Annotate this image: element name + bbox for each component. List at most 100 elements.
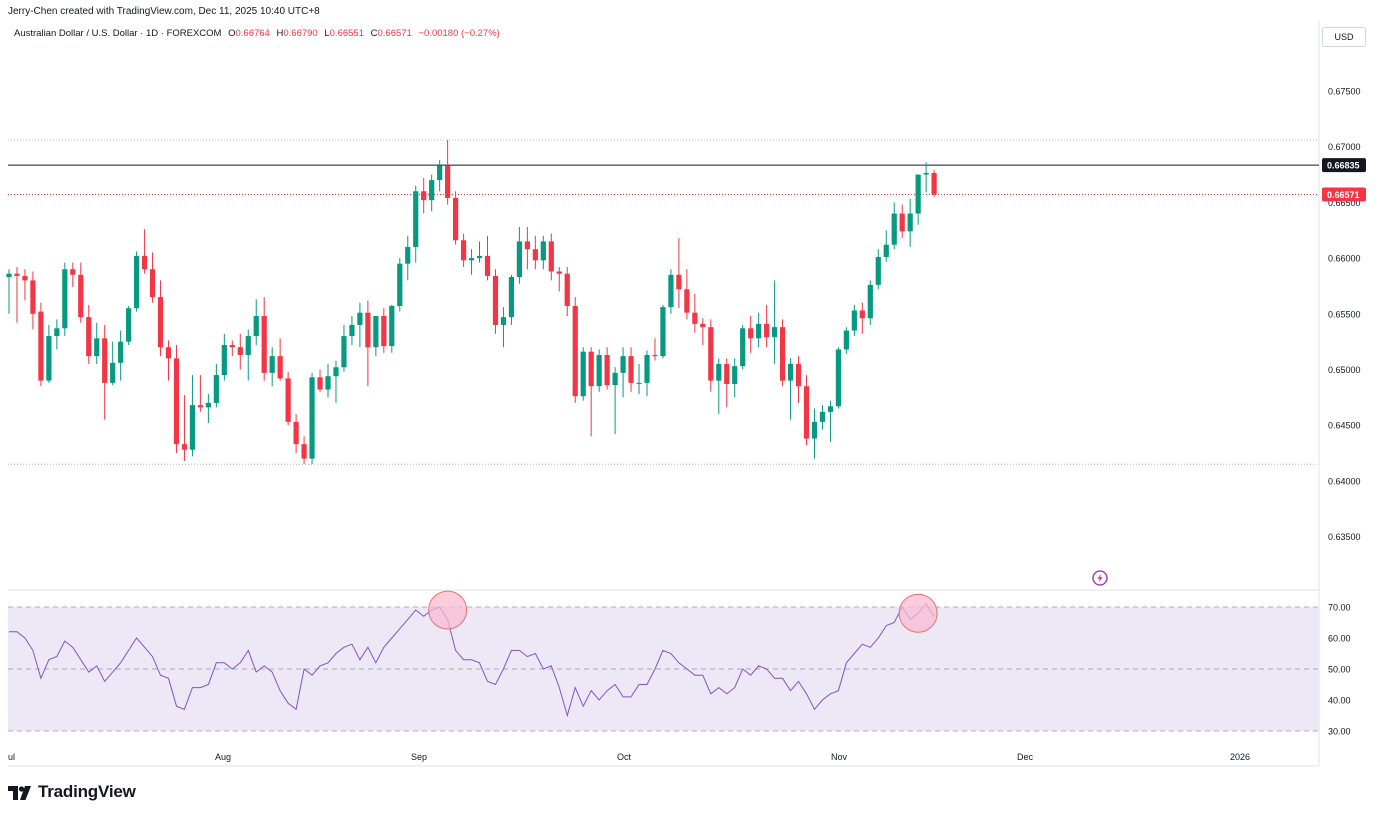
candle[interactable] [915, 174, 921, 225]
candle[interactable] [732, 358, 738, 398]
candle[interactable] [429, 174, 435, 212]
candle[interactable] [205, 394, 211, 423]
candle[interactable] [508, 274, 515, 325]
candle[interactable] [668, 269, 674, 314]
candle[interactable] [46, 324, 52, 383]
candle[interactable] [779, 319, 786, 387]
candle[interactable] [867, 280, 873, 325]
candle[interactable] [341, 324, 347, 372]
candle[interactable] [261, 297, 267, 381]
candle[interactable] [437, 160, 443, 192]
candle[interactable] [221, 333, 227, 381]
candle[interactable] [692, 293, 698, 333]
candle[interactable] [740, 324, 746, 370]
candle[interactable] [756, 312, 762, 348]
candle[interactable] [899, 204, 905, 239]
candle[interactable] [229, 340, 235, 357]
candle[interactable] [923, 162, 929, 193]
candle[interactable] [149, 252, 156, 303]
candle[interactable] [516, 226, 522, 284]
candle[interactable] [389, 304, 395, 353]
candle[interactable] [811, 408, 818, 459]
rsi-line[interactable] [9, 603, 935, 718]
candle[interactable] [110, 341, 116, 386]
candle[interactable] [875, 249, 881, 290]
candle[interactable] [70, 262, 76, 288]
candle[interactable] [636, 363, 642, 395]
candle[interactable] [524, 226, 530, 270]
symbol-title[interactable]: Australian Dollar / U.S. Dollar · 1D · F… [14, 28, 222, 39]
candle[interactable] [94, 322, 100, 364]
candle[interactable] [157, 280, 164, 357]
candle[interactable] [468, 249, 475, 275]
candle[interactable] [349, 316, 355, 345]
candle[interactable] [644, 350, 650, 397]
candle[interactable] [556, 267, 562, 292]
candle[interactable] [803, 375, 810, 446]
candle[interactable] [684, 269, 690, 320]
candle[interactable] [500, 307, 507, 348]
candle[interactable] [883, 230, 889, 262]
candle[interactable] [532, 235, 538, 270]
candle[interactable] [213, 363, 219, 408]
candle[interactable] [564, 267, 570, 317]
candle[interactable] [325, 363, 331, 398]
candle[interactable] [540, 235, 546, 270]
candle[interactable] [141, 229, 148, 274]
candle[interactable] [580, 347, 586, 401]
candle[interactable] [724, 358, 730, 408]
candle[interactable] [54, 319, 60, 350]
candle[interactable] [931, 170, 937, 197]
candle[interactable] [309, 372, 315, 465]
candle[interactable] [357, 302, 363, 348]
candle[interactable] [62, 262, 68, 337]
candle[interactable] [126, 306, 132, 345]
candle[interactable] [660, 304, 666, 359]
candle[interactable] [484, 235, 491, 281]
candle[interactable] [460, 233, 467, 268]
candle[interactable] [835, 347, 841, 409]
candle[interactable] [604, 347, 610, 390]
candle[interactable] [365, 300, 371, 387]
candle[interactable] [764, 304, 770, 348]
candle[interactable] [373, 316, 379, 357]
candle[interactable] [6, 269, 12, 314]
candle[interactable] [301, 436, 307, 465]
candle[interactable] [134, 251, 140, 312]
candle[interactable] [795, 356, 802, 403]
candle[interactable] [453, 191, 459, 245]
candle[interactable] [708, 319, 714, 392]
symbol-legend[interactable]: Australian Dollar / U.S. Dollar · 1D · F… [14, 28, 500, 39]
candle[interactable] [189, 375, 196, 457]
candle[interactable] [748, 316, 754, 353]
candle[interactable] [413, 185, 419, 263]
candle[interactable] [787, 358, 794, 420]
candle[interactable] [859, 302, 865, 334]
candle[interactable] [612, 367, 618, 435]
candle[interactable] [716, 358, 722, 415]
candle[interactable] [676, 238, 682, 309]
candle[interactable] [253, 299, 259, 345]
candle[interactable] [38, 302, 44, 387]
candle[interactable] [277, 338, 283, 381]
candle[interactable] [165, 340, 172, 381]
candle[interactable] [476, 241, 483, 263]
candle[interactable] [819, 405, 826, 430]
candle[interactable] [181, 395, 188, 461]
candle[interactable] [78, 262, 84, 323]
candle[interactable] [445, 140, 451, 205]
candle[interactable] [907, 199, 913, 247]
candle[interactable] [14, 267, 20, 323]
candle[interactable] [572, 297, 578, 403]
candle[interactable] [652, 338, 658, 361]
candle[interactable] [173, 344, 180, 454]
candle[interactable] [102, 324, 108, 420]
candle[interactable] [381, 308, 387, 353]
candle[interactable] [620, 347, 626, 398]
lightning-bolt-icon[interactable] [1092, 570, 1108, 586]
candle[interactable] [333, 360, 339, 403]
candle[interactable] [86, 304, 92, 364]
candle[interactable] [405, 235, 411, 281]
candle[interactable] [197, 375, 203, 412]
